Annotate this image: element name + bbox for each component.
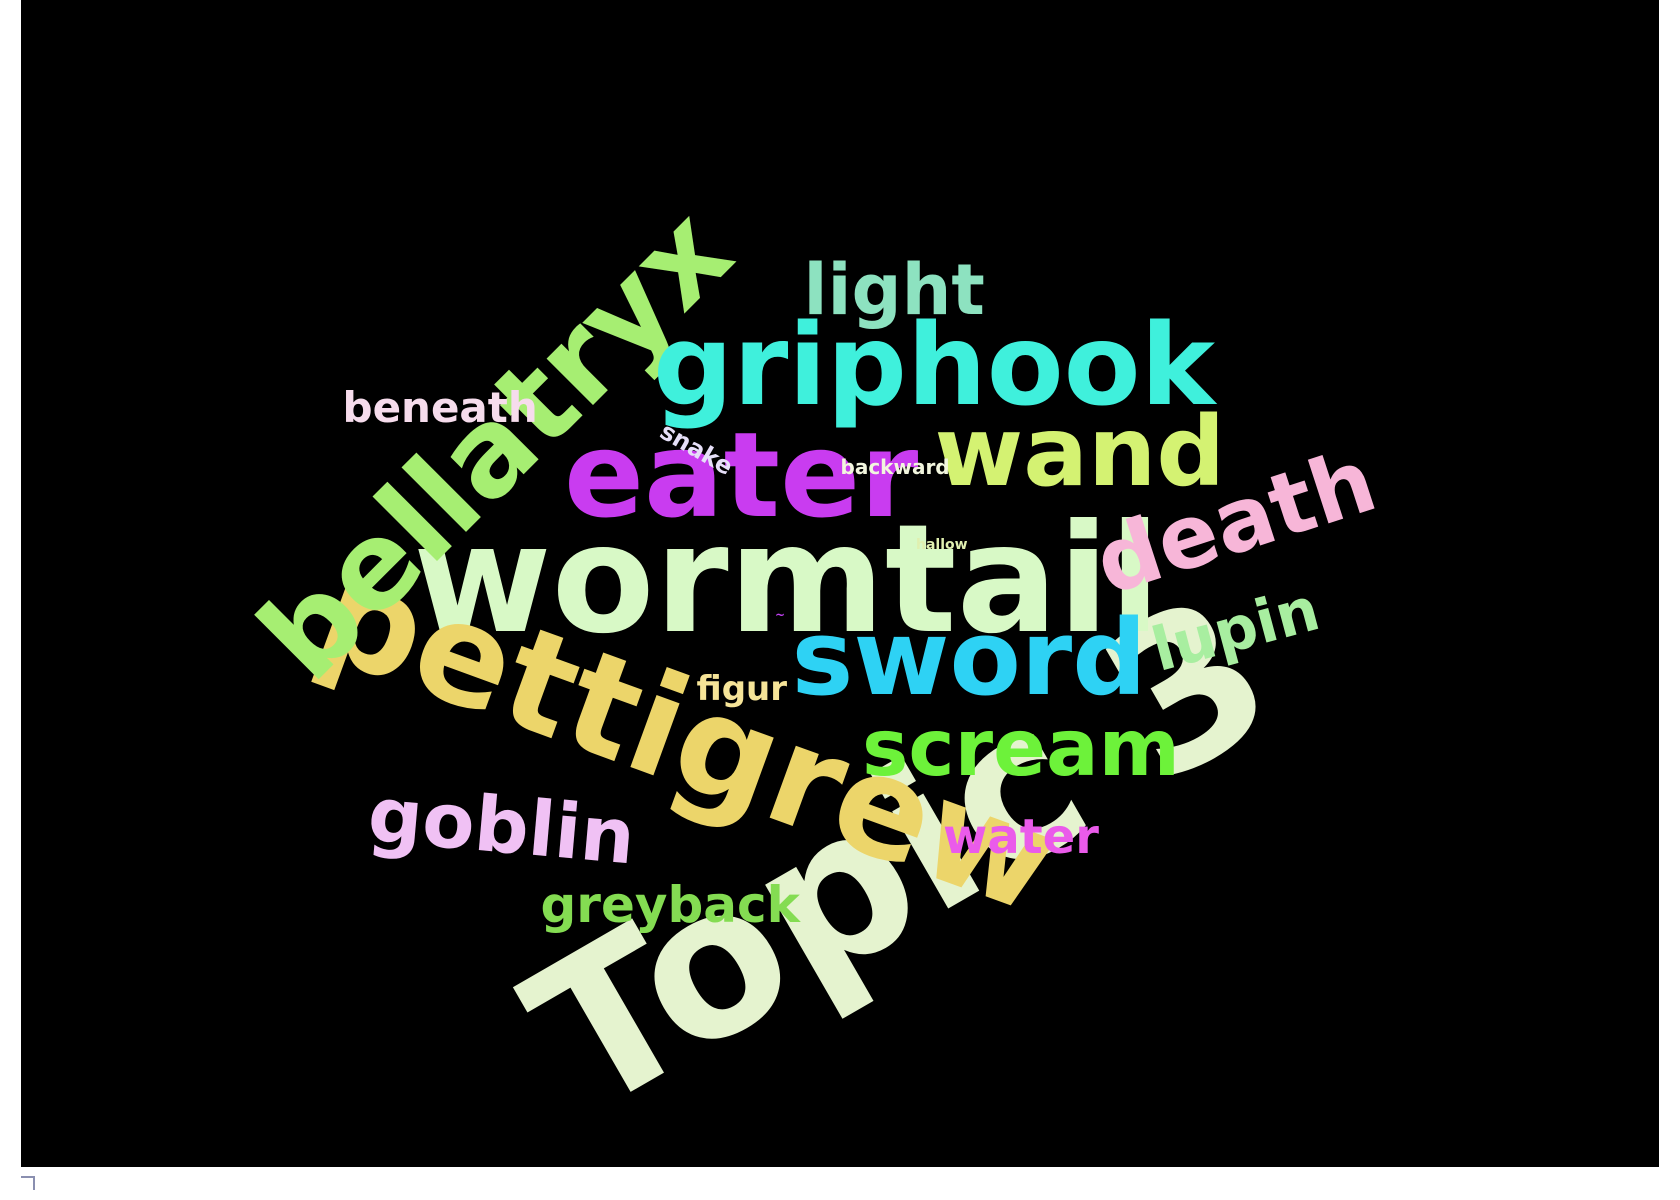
resize-corner-icon [21,1176,35,1190]
word-cloud-panel: Topic 3 wormtail pettigrew bellatryx gri… [21,0,1659,1167]
word-hallow: hallow [916,537,968,553]
word-goblin: goblin [364,769,639,882]
word-scream: scream [862,704,1180,794]
word-greyback: greyback [540,876,800,934]
word-backward: backward [840,455,950,479]
word-wormtail: wormtail [413,493,1161,667]
word-sword: sword [791,597,1147,719]
word-wand: wand [934,396,1226,508]
word-figur: figur [696,669,788,709]
word-water: water [943,809,1099,865]
word-tiny-mark: ~ [775,608,786,622]
word-griphook: griphook [653,301,1216,431]
word-light: light [803,249,985,331]
word-beneath: beneath [342,383,538,432]
word-eater: eater [564,406,919,544]
